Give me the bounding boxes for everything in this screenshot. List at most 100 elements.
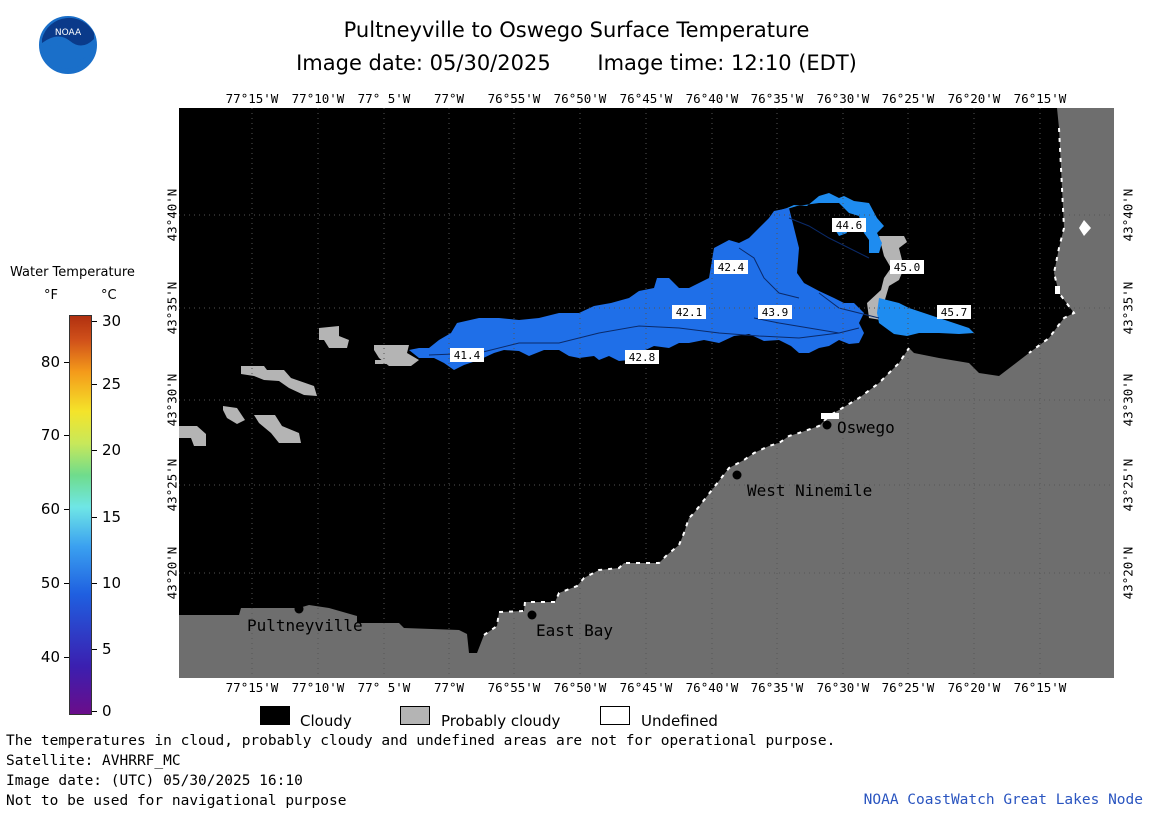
temperature-label-box [714, 260, 748, 274]
place-label-west-ninemile: West Ninemile [747, 481, 872, 500]
unit-celsius: °C [101, 288, 117, 303]
temperature-label-box [672, 305, 706, 319]
longitude-label: 76°40'W [685, 91, 739, 106]
town-marker-east-bay [527, 610, 537, 620]
celsius-tick-mark [92, 517, 97, 518]
noaa-logo: NOAA [37, 14, 99, 76]
disclaimer-text: The temperatures in cloud, probably clou… [6, 733, 836, 749]
longitude-label: 77°15'W [225, 91, 279, 106]
celsius-tick-label: 25 [102, 375, 122, 393]
longitude-label: 76°20'W [947, 680, 1001, 695]
latitude-label: 43°20'N [1120, 546, 1136, 600]
town-marker-west-ninemile [732, 470, 742, 480]
latitude-label: 43°20'N [164, 546, 180, 600]
water-temp-center [409, 208, 864, 370]
temperature-label-box [937, 305, 971, 319]
temperature-label: 42.4 [718, 261, 745, 274]
temperature-label: 42.1 [676, 306, 703, 319]
graticule [179, 108, 1114, 678]
temperature-labels: 44.6 42.4 45.0 42.1 43.9 45.7 41.4 42.8 [450, 218, 971, 364]
probably-cloudy-patches [179, 236, 907, 446]
longitude-label: 77°10'W [291, 680, 345, 695]
celsius-tick-label: 30 [102, 312, 122, 330]
image-time: Image time: 12:10 (EDT) [597, 51, 857, 75]
longitude-label: 76°25'W [881, 680, 935, 695]
cloudy-swatch [260, 706, 290, 725]
undefined-area [1079, 220, 1091, 236]
fahrenheit-tick-label: 80 [40, 353, 60, 371]
town-marker-oswego [822, 420, 832, 430]
latitude-label: 43°40'N [1120, 188, 1136, 242]
utc-date-text: Image date: (UTC) 05/30/2025 16:10 [6, 773, 303, 789]
temperature-label: 43.9 [762, 306, 789, 319]
latitude-label: 43°25'N [164, 458, 180, 512]
place-label-oswego: Oswego [837, 418, 895, 437]
celsius-tick-label: 15 [102, 508, 122, 526]
map-key: Cloudy Probably cloudy Undefined [0, 706, 1153, 730]
longitude-label: 76°55'W [487, 680, 541, 695]
temperature-label-box [832, 218, 866, 232]
longitude-label: 76°40'W [685, 680, 739, 695]
undefined-label: Undefined [641, 712, 718, 730]
logo-text: NOAA [55, 28, 82, 38]
longitude-label: 76°30'W [816, 91, 870, 106]
celsius-tick-label: 10 [102, 574, 122, 592]
temperature-label-box [625, 350, 659, 364]
longitude-label: 76°25'W [881, 91, 935, 106]
fahrenheit-tick-label: 60 [40, 500, 60, 518]
celsius-tick-mark [92, 321, 97, 322]
longitude-label: 77° 5'W [357, 91, 411, 106]
town-marker-pultneyville [294, 604, 304, 614]
celsius-tick-label: 0 [102, 702, 112, 720]
latitude-label: 43°40'N [164, 188, 180, 242]
fahrenheit-tick-mark [64, 583, 69, 584]
longitude-label: 76°55'W [487, 91, 541, 106]
temperature-label-box [758, 305, 792, 319]
cloudy-label: Cloudy [300, 712, 352, 730]
temperature-label-box [450, 348, 484, 362]
isotherm-lines [428, 217, 880, 356]
celsius-tick-mark [92, 450, 97, 451]
temperature-label-box [890, 260, 924, 274]
page-title: Pultneyville to Oswego Surface Temperatu… [343, 18, 810, 42]
fahrenheit-tick-label: 40 [40, 648, 60, 666]
undefined-area [821, 413, 839, 419]
longitude-label: 76°50'W [553, 680, 607, 695]
celsius-tick-mark [92, 649, 97, 650]
fahrenheit-tick-label: 70 [40, 426, 60, 444]
longitude-label: 77°W [433, 91, 465, 106]
fahrenheit-tick-mark [64, 435, 69, 436]
coastline [483, 347, 910, 636]
longitude-label: 76°15'W [1013, 680, 1067, 695]
fahrenheit-tick-mark [64, 362, 69, 363]
unit-fahrenheit: °F [44, 288, 58, 303]
longitude-label: 76°35'W [750, 680, 804, 695]
longitude-label: 76°50'W [553, 91, 607, 106]
land-area [179, 108, 1114, 678]
temperature-label: 45.0 [894, 261, 921, 274]
probably-cloudy-swatch [400, 706, 430, 725]
latitude-label: 43°30'N [164, 373, 180, 427]
celsius-tick-label: 5 [102, 640, 112, 658]
longitude-label: 76°30'W [816, 680, 870, 695]
satellite-text: Satellite: AVHRRF_MC [6, 753, 181, 769]
temperature-colorbar [69, 315, 92, 715]
temperature-label: 42.8 [629, 351, 656, 364]
longitude-label: 77° 5'W [357, 680, 411, 695]
celsius-tick-mark [92, 583, 97, 584]
longitude-label: 76°45'W [619, 91, 673, 106]
fahrenheit-tick-mark [64, 509, 69, 510]
celsius-tick-label: 20 [102, 441, 122, 459]
latitude-label: 43°25'N [1120, 458, 1136, 512]
celsius-tick-mark [92, 384, 97, 385]
fahrenheit-tick-mark [64, 657, 69, 658]
latitude-label: 43°35'N [1120, 281, 1136, 335]
temperature-label: 45.7 [941, 306, 968, 319]
temperature-label: 41.4 [454, 349, 481, 362]
image-datetime: Image date: 05/30/2025 Image time: 12:10… [0, 51, 1153, 75]
fahrenheit-tick-label: 50 [40, 574, 60, 592]
celsius-tick-mark [92, 711, 97, 712]
temperature-label: 44.6 [836, 219, 863, 232]
longitude-label: 77°15'W [225, 680, 279, 695]
longitude-label: 77°10'W [291, 91, 345, 106]
